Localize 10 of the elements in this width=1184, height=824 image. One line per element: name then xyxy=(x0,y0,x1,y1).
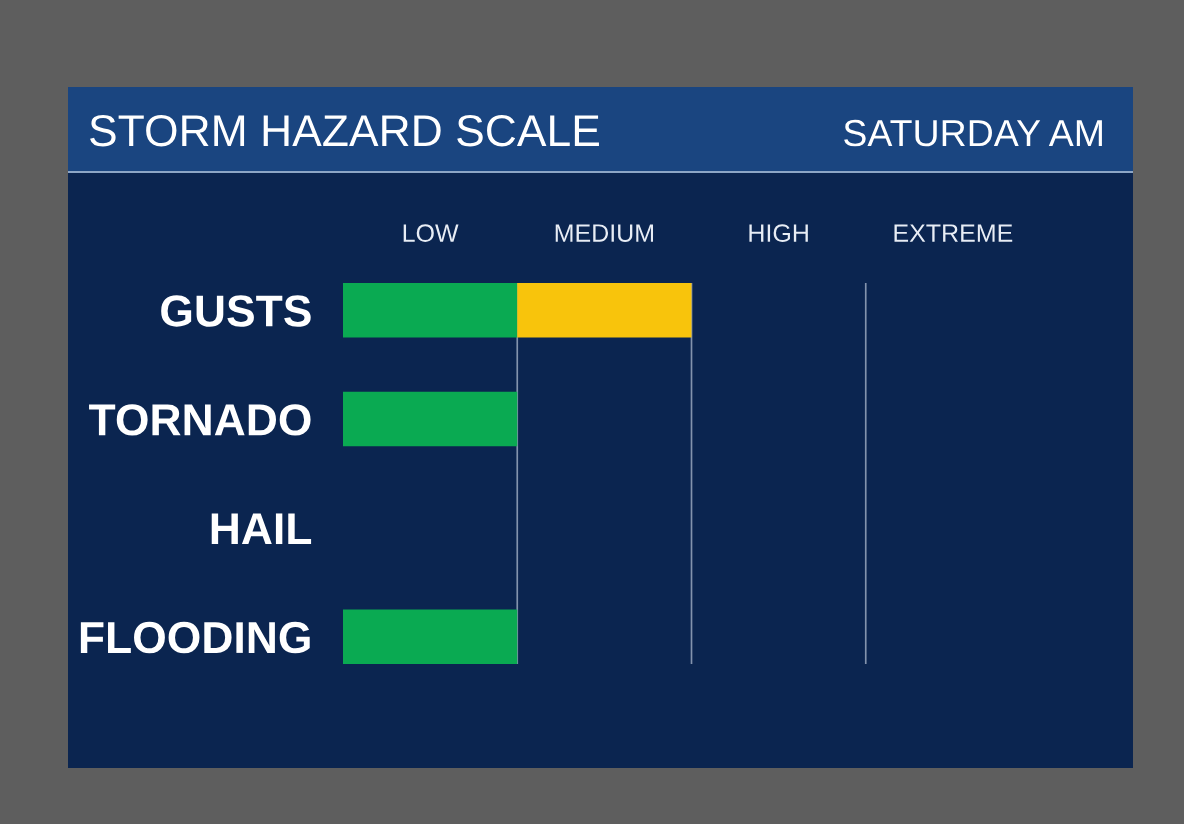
chart-title: STORM HAZARD SCALE xyxy=(90,114,599,147)
y-tick-label: GUSTS xyxy=(161,295,311,327)
text: HIGH xyxy=(749,224,808,242)
y-tick-label: HAIL xyxy=(211,513,312,545)
text: LOW xyxy=(403,224,459,242)
text: SATURDAY AM xyxy=(844,119,1102,147)
y-tick-label: FLOODING xyxy=(80,621,310,654)
text: MEDIUM xyxy=(555,224,654,242)
y-tick-label: TORNADO xyxy=(89,404,311,436)
text: EXTREME xyxy=(894,224,1013,242)
